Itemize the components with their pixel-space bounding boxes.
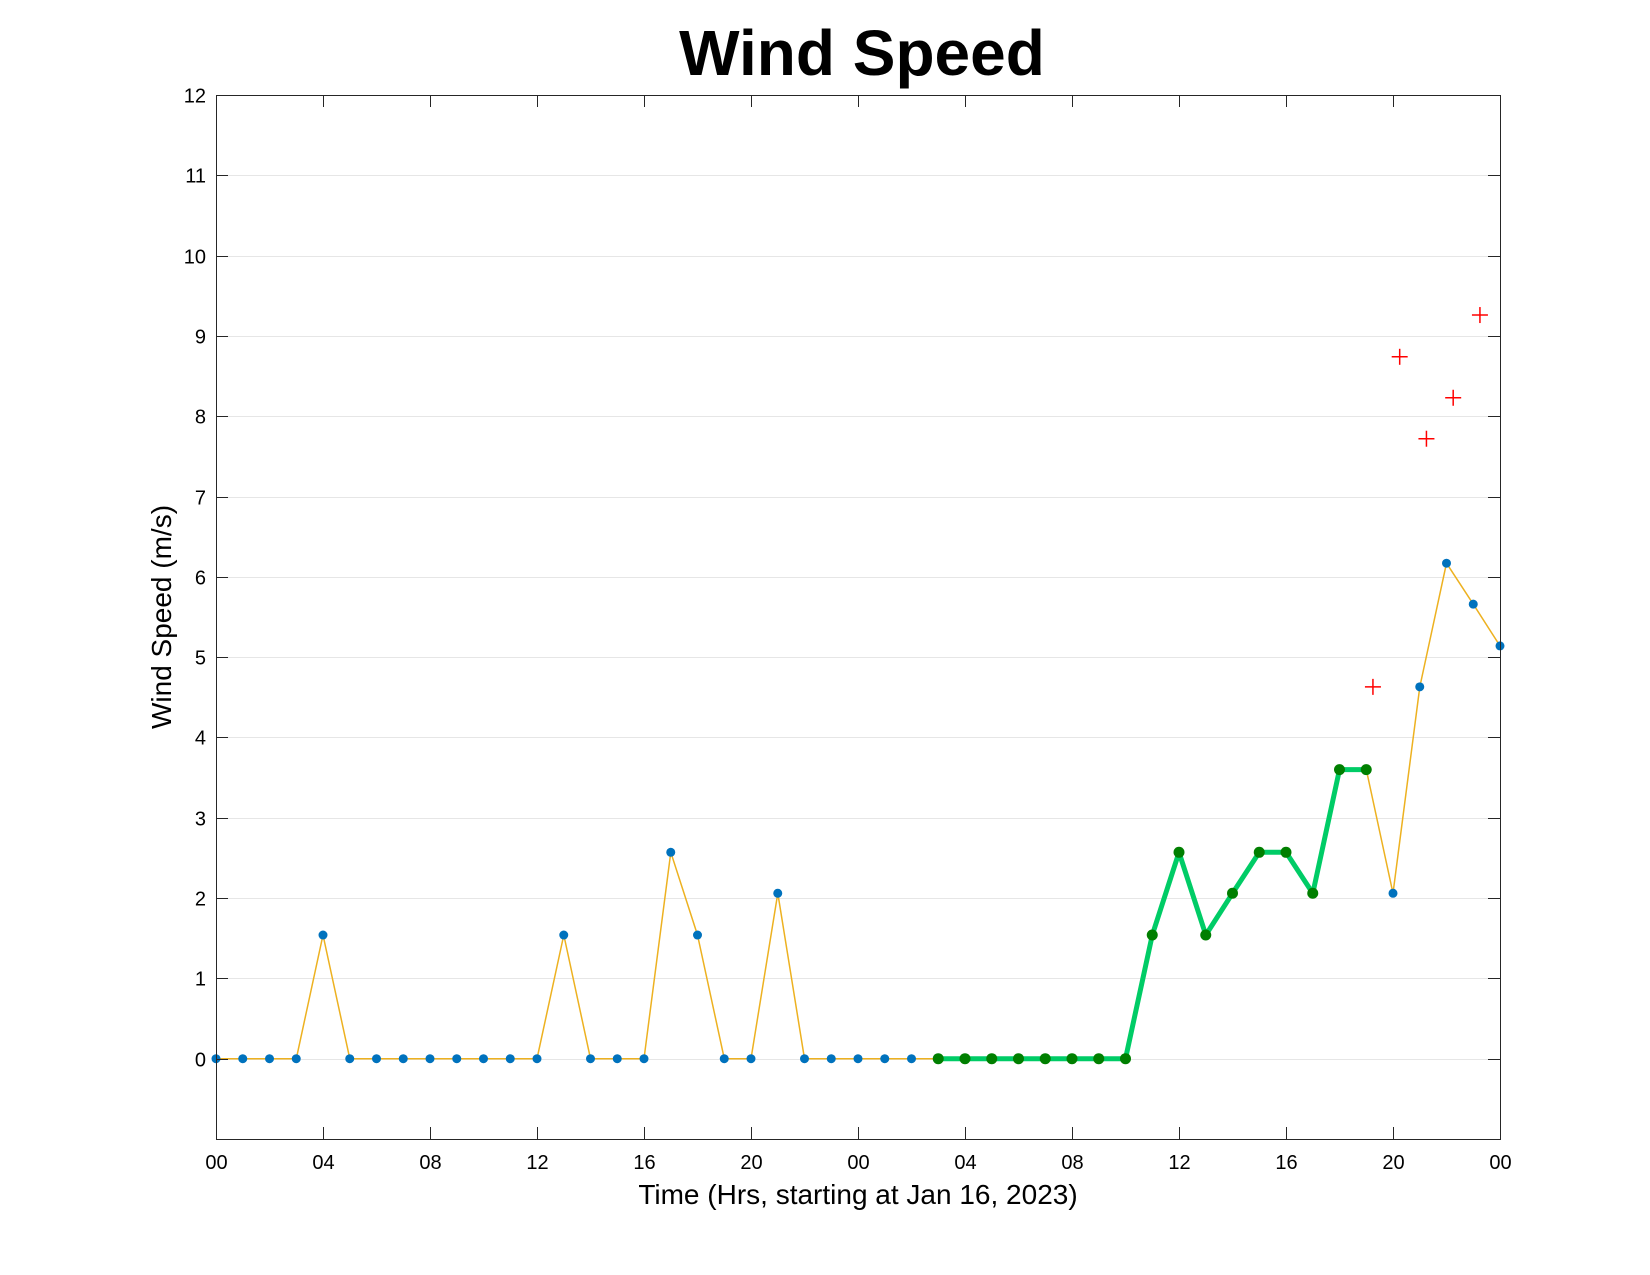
- series-point-observed: [639, 1054, 649, 1064]
- series-point-observed: [1388, 888, 1398, 898]
- x-tick-label: 08: [1061, 1152, 1083, 1174]
- series-point-highlight: [1013, 1053, 1024, 1065]
- series-point-highlight: [1120, 1053, 1131, 1065]
- series-layer: [211, 307, 1505, 1065]
- series-point-observed: [826, 1054, 836, 1064]
- series-point-observed: [238, 1054, 248, 1064]
- series-point-observed: [586, 1054, 595, 1064]
- series-point-plus: [1471, 307, 1488, 324]
- series-point-observed: [773, 888, 783, 898]
- series-point-highlight: [1173, 846, 1185, 858]
- y-tick-label: 1: [195, 969, 206, 991]
- x-tick-label: 08: [419, 1152, 441, 1174]
- x-tick-label: 16: [633, 1152, 655, 1174]
- series-point-observed: [479, 1054, 488, 1064]
- series-point-observed: [1468, 599, 1478, 609]
- series-point-observed: [425, 1054, 435, 1064]
- x-tick-label: 00: [847, 1152, 869, 1174]
- series-point-highlight: [1146, 929, 1158, 941]
- series-point-highlight: [1280, 846, 1292, 858]
- y-tick-label: 5: [195, 648, 206, 670]
- series-point-highlight: [1307, 887, 1319, 899]
- series-point-highlight: [986, 1053, 998, 1065]
- series-point-observed: [318, 930, 328, 940]
- series-point-highlight: [1360, 764, 1372, 776]
- y-axis-label: Wind Speed (m/s): [146, 505, 177, 729]
- x-tick-label: 04: [954, 1152, 976, 1174]
- series-point-observed: [559, 930, 569, 940]
- series-point-observed: [746, 1054, 756, 1064]
- y-tick-label: 9: [195, 327, 206, 349]
- series-point-plus: [1391, 348, 1408, 365]
- y-tick-label: 7: [195, 488, 206, 510]
- series-point-highlight: [1253, 846, 1265, 858]
- x-tick-label: 12: [1168, 1152, 1190, 1174]
- chart-title: Wind Speed: [679, 17, 1045, 89]
- series-point-plus: [1418, 430, 1435, 447]
- series-point-highlight: [1093, 1053, 1105, 1065]
- series-point-observed: [880, 1054, 890, 1064]
- x-tick-label: 04: [312, 1152, 334, 1174]
- x-tick-label: 00: [1489, 1152, 1511, 1174]
- series-point-observed: [452, 1054, 462, 1064]
- x-axis-label: Time (Hrs, starting at Jan 16, 2023): [638, 1179, 1077, 1210]
- axis-ticks: [216, 95, 1501, 1139]
- y-tick-label: 3: [195, 809, 206, 831]
- y-tick-label: 12: [184, 86, 206, 108]
- x-tick-label: 20: [1382, 1152, 1404, 1174]
- series-point-highlight: [1334, 764, 1345, 776]
- series-point-highlight: [1066, 1053, 1078, 1065]
- x-tick-label: 20: [740, 1152, 762, 1174]
- y-tick-label: 10: [184, 247, 206, 269]
- series-point-observed: [1415, 682, 1425, 692]
- y-tick-label: 6: [195, 568, 206, 590]
- series-point-observed: [612, 1054, 622, 1064]
- series-point-observed: [291, 1054, 301, 1064]
- series-point-highlight: [1227, 887, 1238, 899]
- series-point-observed: [372, 1054, 381, 1064]
- series-point-highlight: [1039, 1053, 1051, 1065]
- series-point-observed: [1442, 558, 1451, 568]
- x-tick-label: 16: [1275, 1152, 1297, 1174]
- series-point-observed: [532, 1054, 542, 1064]
- series-point-observed: [265, 1054, 274, 1064]
- series-point-highlight: [1200, 929, 1212, 941]
- series-point-observed: [345, 1054, 355, 1064]
- series-point-highlight: [959, 1053, 971, 1065]
- series-point-highlight: [932, 1053, 944, 1065]
- series-point-observed: [800, 1054, 809, 1064]
- series-point-plus: [1364, 678, 1381, 695]
- x-tick-label: 12: [526, 1152, 548, 1174]
- series-point-observed: [666, 847, 676, 857]
- y-tick-label: 11: [185, 166, 206, 188]
- series-point-plus: [1445, 389, 1462, 406]
- series-point-observed: [853, 1054, 863, 1064]
- y-tick-label: 2: [195, 889, 206, 911]
- series-point-observed: [719, 1054, 729, 1064]
- series-point-observed: [693, 930, 702, 940]
- series-point-observed: [907, 1054, 916, 1064]
- y-tick-label: 0: [195, 1050, 206, 1072]
- y-tick-label: 8: [195, 407, 206, 429]
- series-point-observed: [398, 1054, 408, 1064]
- y-tick-label: 4: [195, 728, 206, 750]
- x-tick-label: 00: [205, 1152, 227, 1174]
- series-point-observed: [505, 1054, 515, 1064]
